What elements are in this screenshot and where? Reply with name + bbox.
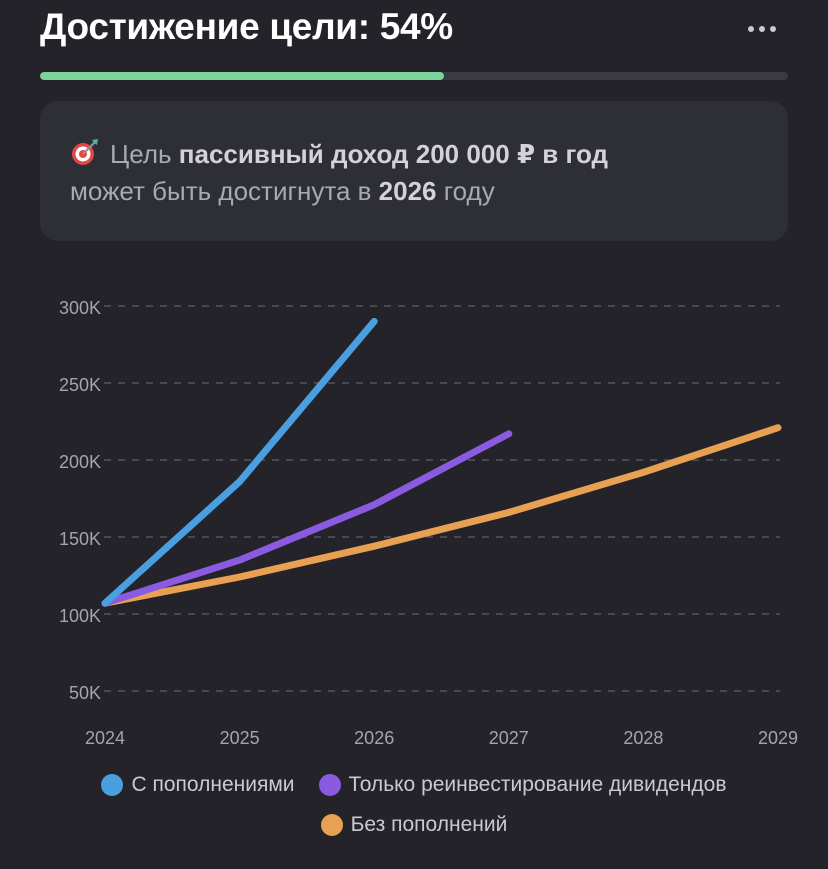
more-options-button[interactable] (740, 14, 784, 44)
page-title: Достижение цели: 54% (40, 6, 453, 47)
y-tick-label-300K: 300K (59, 298, 101, 318)
x-tick-label-2024: 2024 (85, 728, 125, 748)
y-tick-label-100K: 100K (59, 606, 101, 626)
y-tick-label-150K: 150K (59, 529, 101, 549)
legend-item-reinvest-only[interactable]: Только реинвестирование дивидендов (318, 773, 727, 797)
more-horizontal-icon (748, 26, 754, 32)
y-tick-label-250K: 250K (59, 375, 101, 395)
x-tick-label-2029: 2029 (758, 728, 798, 748)
x-tick-label-2026: 2026 (354, 728, 394, 748)
more-horizontal-icon-dot (770, 26, 776, 32)
goal-achieve-prefix: может быть достигнута в (70, 176, 372, 206)
goal-year: 2026 (378, 176, 437, 206)
legend-label-no-contributions: Без пополнений (350, 813, 508, 836)
legend-swatch-no-contributions (320, 814, 343, 836)
y-tick-label-50K: 50K (69, 683, 101, 703)
x-tick-label-2028: 2028 (623, 728, 663, 748)
goal-prefix: Цель (110, 139, 172, 169)
target-dart-icon (72, 139, 98, 165)
chart-legend: С пополнениями Только реинвестирование д… (0, 765, 828, 845)
projection-chart-svg: 50K 100K 150K 200K 250K 300K 2024 2025 2026 2027 2… (59, 298, 798, 748)
goal-amount: пассивный доход 200 000 ₽ в год (178, 139, 609, 169)
goal-line-1: Цель пассивный доход 200 000 ₽ в год (70, 137, 608, 170)
x-tick-label-2025: 2025 (220, 728, 260, 748)
more-horizontal-icon-dot (759, 26, 765, 32)
legend-item-no-contributions[interactable]: Без пополнений (320, 813, 508, 837)
goal-achieve-suffix: году (443, 176, 495, 206)
goal-info-card: Цель пассивный доход 200 000 ₽ в год мож… (40, 101, 788, 241)
goal-progress-bar (40, 72, 788, 80)
legend-label-reinvest-only: Только реинвестирование дивидендов (348, 773, 727, 796)
legend-item-with-contributions[interactable]: С пополнениями (101, 773, 295, 797)
legend-row-2: Без пополнений (0, 805, 828, 845)
legend-label-with-contributions: С пополнениями (131, 773, 295, 796)
x-tick-label-2027: 2027 (489, 728, 529, 748)
projection-chart: 50K 100K 150K 200K 250K 300K 2024 2025 2026 2027 2… (0, 270, 828, 760)
y-tick-label-200K: 200K (59, 452, 101, 472)
header: Достижение цели: 54% (40, 6, 788, 56)
series-line-reinvest-only (101, 430, 513, 607)
goal-line-2: может быть достигнута в 2026 году (70, 176, 495, 207)
legend-row-1: С пополнениями Только реинвестирование д… (0, 765, 828, 805)
legend-swatch-reinvest-only (318, 774, 341, 796)
legend-swatch-with-contributions (101, 774, 124, 796)
series-line-no-contributions (101, 424, 782, 607)
series-line-with-contributions (101, 317, 378, 607)
goal-progress-fill (40, 72, 444, 80)
